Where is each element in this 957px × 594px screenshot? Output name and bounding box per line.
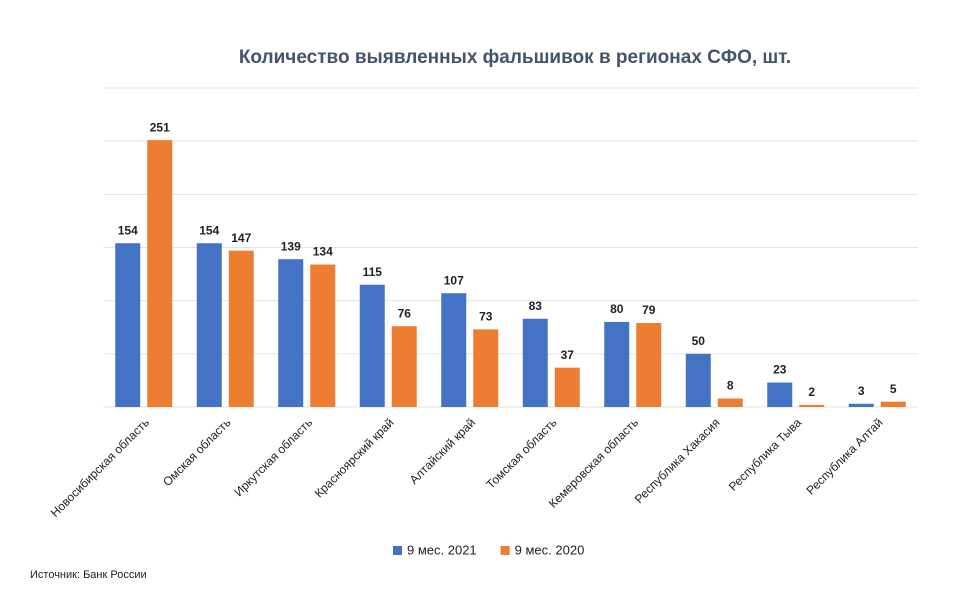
bar: [147, 140, 173, 407]
x-tick-label: Красноярский край: [312, 415, 397, 500]
bar: [799, 404, 825, 407]
bar: [554, 367, 580, 407]
value-label: 134: [313, 245, 333, 259]
bar: [278, 259, 304, 407]
value-label: 251: [150, 120, 170, 134]
value-label: 107: [444, 273, 464, 287]
bar: [636, 322, 662, 407]
legend-label: 9 мес. 2021: [407, 542, 477, 557]
legend-swatch: [500, 546, 510, 555]
bar: [880, 401, 906, 407]
bar: [228, 250, 254, 407]
value-label: 2: [808, 385, 815, 399]
x-tick-label: Томская область: [483, 415, 559, 491]
x-tick-label: Иркутская область: [231, 415, 315, 499]
bar: [196, 243, 222, 407]
value-label: 80: [610, 302, 624, 316]
chart-title: Количество выявленных фальшивок в регион…: [239, 47, 791, 68]
x-tick-label: Омская область: [160, 415, 234, 489]
x-tick-label: Новосибирская область: [48, 415, 152, 519]
value-label: 115: [363, 265, 383, 279]
value-label: 79: [642, 303, 656, 317]
bar: [604, 321, 630, 407]
value-label: 8: [727, 379, 734, 393]
legend-label: 9 мес. 2020: [515, 542, 585, 557]
bar: [522, 318, 548, 407]
value-label: 83: [529, 299, 543, 313]
bar: [115, 243, 141, 407]
value-label: 147: [231, 231, 251, 245]
bar: [848, 403, 874, 407]
legend-swatch: [393, 546, 402, 555]
x-tick-label: Кемеровская область: [546, 415, 641, 510]
x-tick-label: Республика Алтай: [804, 415, 886, 497]
value-label: 23: [773, 363, 787, 377]
x-tick-label: Республика Тыва: [726, 415, 804, 493]
value-label: 37: [561, 348, 575, 362]
value-label: 139: [281, 239, 301, 253]
bar: [767, 382, 793, 407]
bar: [685, 353, 711, 407]
source-note: Источник: Банк России: [30, 569, 147, 581]
value-label: 3: [858, 384, 865, 398]
value-label: 73: [479, 310, 493, 324]
value-label: 76: [398, 306, 412, 320]
value-label: 50: [692, 334, 706, 348]
value-label: 5: [890, 382, 897, 396]
bar: [310, 264, 336, 407]
bar: [359, 284, 385, 407]
x-tick-label: Республика Хакасия: [632, 415, 723, 506]
x-tick-label: Алтайский край: [407, 415, 478, 486]
value-label: 154: [118, 223, 138, 237]
value-label: 154: [199, 223, 219, 237]
bar: [391, 326, 417, 407]
bar: [717, 398, 743, 407]
bar: [441, 293, 467, 407]
bar: [473, 329, 499, 407]
